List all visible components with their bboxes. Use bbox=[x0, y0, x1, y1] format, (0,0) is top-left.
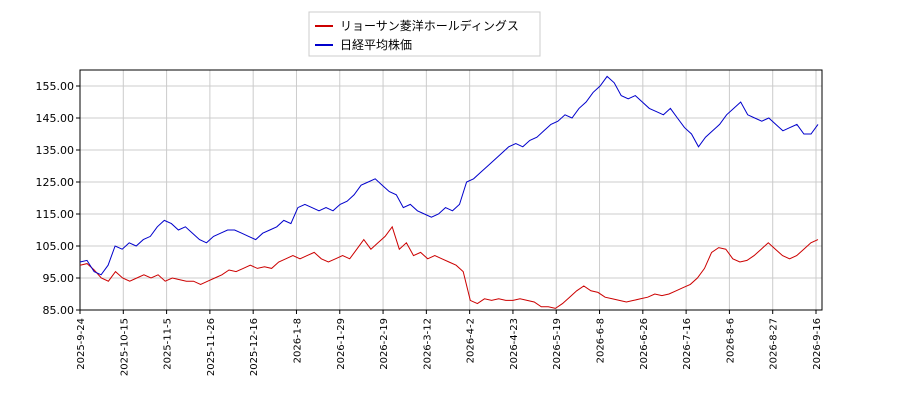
series-layer bbox=[79, 75, 819, 309]
x-tick-label: 2026-4-2 bbox=[466, 318, 477, 363]
x-tick-label: 2026-6-8 bbox=[596, 318, 607, 363]
grid-layer bbox=[79, 70, 822, 311]
x-tick-label: 2026-7-16 bbox=[682, 318, 693, 370]
x-tick-label: 2026-8-27 bbox=[769, 318, 780, 370]
series-line-1 bbox=[79, 225, 819, 309]
legend-label-series-1: リョーサン菱洋ホールディングス bbox=[340, 18, 519, 33]
legend-label-series-2: 日経平均株価 bbox=[340, 37, 412, 52]
x-tick-label: 2025-9-24 bbox=[76, 318, 87, 370]
x-tick-label: 2026-1-8 bbox=[292, 318, 303, 363]
legend-frame bbox=[308, 11, 541, 57]
y-tick-label: 155.00 bbox=[36, 80, 75, 93]
x-tick-label: 2026-6-26 bbox=[639, 318, 650, 370]
x-tick-label: 2025-11-26 bbox=[206, 318, 217, 376]
y-tick-label: 85.00 bbox=[43, 304, 75, 317]
y-tick-label: 115.00 bbox=[36, 208, 75, 221]
y-tick-label: 95.00 bbox=[43, 272, 75, 285]
x-tick-label: 2026-8-6 bbox=[725, 318, 736, 363]
x-tick-label: 2026-3-12 bbox=[422, 318, 433, 370]
series-line-2 bbox=[79, 75, 819, 276]
y-tick-label: 105.00 bbox=[36, 240, 75, 253]
y-tick-label: 145.00 bbox=[36, 112, 75, 125]
x-tick-label: 2025-12-16 bbox=[249, 318, 260, 376]
y-axis: 85.00 95.00 105.00 115.00 125.00 135.00 145.00… bbox=[36, 80, 80, 317]
x-tick-label: 2026-5-19 bbox=[552, 318, 563, 370]
x-tick-label: 2025-11-5 bbox=[163, 318, 174, 370]
x-tick-label: 2026-1-29 bbox=[336, 318, 347, 370]
x-tick-label: 2026-2-19 bbox=[379, 318, 390, 370]
x-tick-label: 2025-10-15 bbox=[119, 318, 130, 376]
x-tick-label: 2026-9-16 bbox=[812, 318, 823, 370]
x-tick-label: 2026-4-23 bbox=[509, 318, 520, 370]
plot-frame bbox=[79, 69, 823, 311]
x-axis: 2025-9-24 2025-10-15 2025-11-5 2025-11-26 20… bbox=[76, 310, 823, 376]
legend: リョーサン菱洋ホールディングス 日経平均株価 bbox=[308, 11, 541, 57]
y-tick-label: 135.00 bbox=[36, 144, 75, 157]
y-tick-label: 125.00 bbox=[36, 176, 75, 189]
